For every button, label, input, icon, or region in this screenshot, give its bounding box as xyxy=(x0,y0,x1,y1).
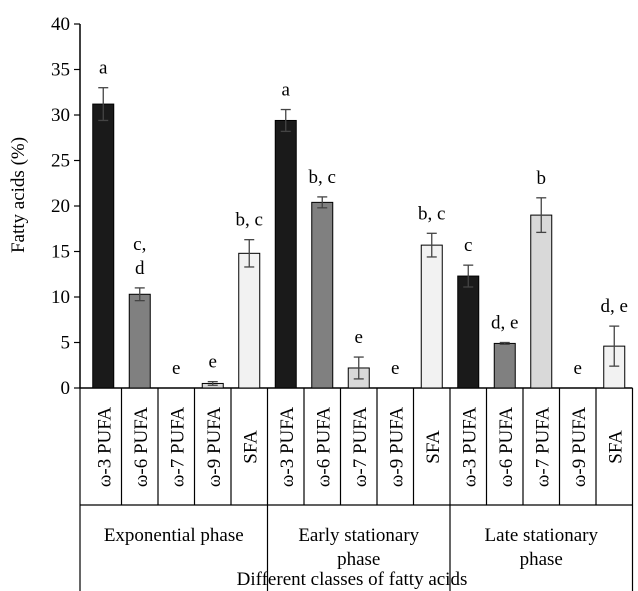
bars xyxy=(92,103,626,389)
y-tick-label: 35 xyxy=(51,60,70,81)
category-label: ω-7 PUFA xyxy=(532,407,553,488)
significance-label: d, e xyxy=(491,313,518,334)
significance-label: b, c xyxy=(418,203,445,224)
significance-label: c xyxy=(464,235,472,256)
bar xyxy=(238,252,261,389)
significance-label: a xyxy=(99,58,108,79)
group-labels: Exponential phase Early stationary phase La… xyxy=(104,525,599,570)
y-tick-label: 30 xyxy=(51,105,70,126)
category-label: ω-6 PUFA xyxy=(496,407,517,488)
bar xyxy=(493,342,516,389)
bar xyxy=(128,293,151,389)
bar xyxy=(457,275,480,389)
category-label: ω-9 PUFA xyxy=(569,407,590,488)
category-label: ω-9 PUFA xyxy=(204,407,225,488)
category-label: ω-3 PUFA xyxy=(94,407,115,488)
category-label: SFA xyxy=(423,430,444,464)
category-label: ω-9 PUFA xyxy=(386,407,407,488)
y-axis-ticks: 0 5 10 15 20 25 30 35 40 xyxy=(51,14,80,399)
significance-label: e xyxy=(172,358,180,379)
y-axis-label: Fatty acids (%) xyxy=(8,137,29,253)
significance-label: e xyxy=(209,352,217,373)
group-label: Late stationary xyxy=(485,525,599,546)
significance-labels: a c, d e e b, c a b, c e e b, c c d, e b e d, e xyxy=(99,58,628,379)
category-label: ω-6 PUFA xyxy=(313,407,334,488)
significance-label: a xyxy=(282,80,291,101)
y-tick-label: 20 xyxy=(51,196,70,217)
category-label: SFA xyxy=(240,430,261,464)
group-label: Early stationary xyxy=(298,525,419,546)
group-label: phase xyxy=(337,549,380,570)
bar xyxy=(311,201,334,389)
significance-label: e xyxy=(355,327,363,348)
category-label: ω-3 PUFA xyxy=(459,407,480,488)
bar xyxy=(92,103,115,389)
category-label: ω-3 PUFA xyxy=(277,407,298,488)
significance-label: b xyxy=(537,168,547,189)
y-tick-label: 5 xyxy=(61,333,71,354)
axes xyxy=(79,24,634,591)
group-label: phase xyxy=(520,549,563,570)
significance-label: e xyxy=(391,358,399,379)
category-labels: ω-3 PUFA ω-6 PUFA ω-7 PUFA ω-9 PUFA SFA ω-3 P… xyxy=(94,407,626,488)
y-tick-label: 15 xyxy=(51,242,70,263)
bar xyxy=(274,119,297,389)
error-bars xyxy=(98,87,620,386)
significance-label: d xyxy=(135,258,145,279)
bar xyxy=(420,244,443,389)
bar xyxy=(530,214,553,389)
significance-label: c, xyxy=(133,234,146,255)
category-label: ω-7 PUFA xyxy=(350,407,371,488)
x-axis-label: Different classes of fatty acids xyxy=(237,569,468,590)
significance-label: d, e xyxy=(601,296,628,317)
significance-label: e xyxy=(574,358,582,379)
group-label: Exponential phase xyxy=(104,525,244,546)
category-label: ω-7 PUFA xyxy=(167,407,188,488)
significance-label: b, c xyxy=(236,210,263,231)
y-tick-label: 25 xyxy=(51,151,70,172)
category-label: SFA xyxy=(605,430,626,464)
y-tick-label: 40 xyxy=(51,14,70,35)
y-tick-label: 0 xyxy=(61,378,71,399)
significance-label: b, c xyxy=(309,167,336,188)
category-label: ω-6 PUFA xyxy=(131,407,152,488)
y-tick-label: 10 xyxy=(51,287,70,308)
